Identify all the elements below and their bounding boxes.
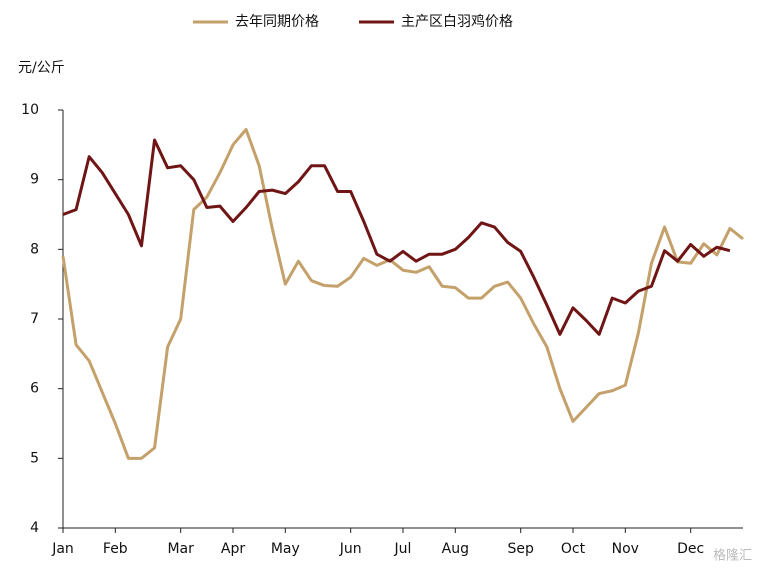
- y-tick-label: 9: [30, 172, 39, 188]
- y-axis-label: 元/公斤: [18, 60, 65, 76]
- x-tick-label: Jan: [51, 541, 74, 557]
- x-tick-label: Apr: [221, 541, 245, 557]
- y-tick-label: 5: [30, 450, 39, 466]
- x-tick-label: Oct: [561, 541, 586, 557]
- watermark: 格隆汇: [713, 548, 752, 564]
- x-tick-label: Sep: [507, 541, 534, 557]
- y-tick-label: 7: [30, 311, 39, 327]
- legend-label: 去年同期价格: [235, 14, 319, 30]
- x-tick-label: Nov: [612, 541, 639, 557]
- y-tick-label: 8: [30, 241, 39, 257]
- x-tick-label: Jul: [394, 541, 412, 557]
- y-tick-label: 10: [21, 102, 39, 118]
- x-tick-label: Mar: [167, 541, 194, 557]
- x-tick-label: Dec: [677, 541, 704, 557]
- x-tick-label: Feb: [103, 541, 128, 557]
- y-tick-label: 6: [30, 381, 39, 397]
- line-series: [61, 128, 744, 460]
- y-tick-label: 4: [30, 520, 39, 536]
- x-tick-label: Jun: [339, 541, 362, 557]
- legend-label: 主产区白羽鸡价格: [401, 13, 513, 30]
- x-tick-label: May: [271, 541, 300, 557]
- line-series: [62, 138, 731, 336]
- x-tick-label: Aug: [442, 541, 469, 557]
